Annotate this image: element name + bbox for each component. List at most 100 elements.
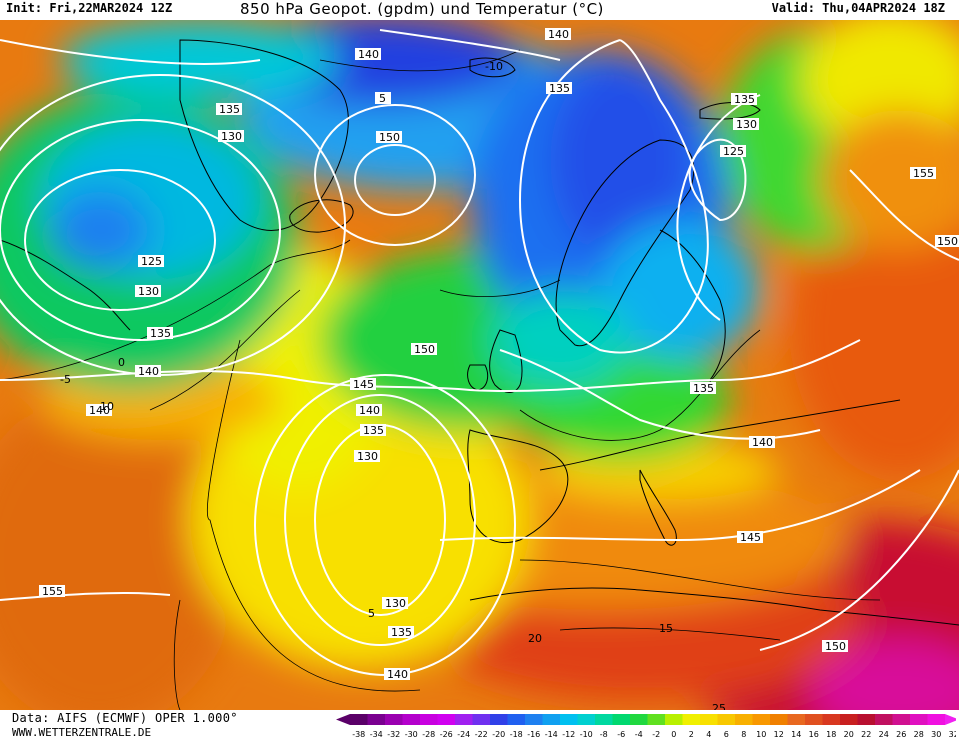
temp-label: 0 (118, 356, 125, 369)
scale-swatch (630, 714, 648, 725)
svg-text:125: 125 (723, 145, 744, 158)
height-label: 140 (545, 28, 571, 41)
svg-text:130: 130 (385, 597, 406, 610)
weather-map: 140 140 135 135 130 5 150 145 135 130 12… (0, 20, 959, 710)
svg-text:5: 5 (379, 92, 386, 105)
height-label: 140 (135, 365, 161, 378)
height-label: 135 (731, 93, 757, 106)
svg-text:140: 140 (548, 28, 569, 41)
scale-swatch (787, 714, 805, 725)
temp-label: -5 (60, 373, 71, 386)
scale-swatch (542, 714, 560, 725)
scale-tick-label: -28 (422, 730, 435, 739)
scale-tick-label: 14 (791, 730, 801, 739)
scale-swatch (577, 714, 595, 725)
scale-swatch (770, 714, 788, 725)
scale-tick-label: -32 (387, 730, 400, 739)
svg-text:150: 150 (937, 235, 958, 248)
scale-tick-label: 6 (724, 730, 729, 739)
scale-swatch (455, 714, 473, 725)
svg-text:140: 140 (89, 404, 110, 417)
height-label: 140 (384, 668, 410, 681)
scale-tick-label: -22 (475, 730, 488, 739)
scale-tick-label: -2 (652, 730, 660, 739)
temp-label: 25 (712, 702, 726, 710)
scale-swatch (490, 714, 508, 725)
height-label: 150 (822, 640, 848, 653)
scale-tick-label: -6 (617, 730, 625, 739)
map-title: 850 hPa Geopot. (gpdm) und Temperatur (°… (240, 0, 604, 18)
svg-text:140: 140 (138, 365, 159, 378)
height-label: 130 (135, 285, 161, 298)
svg-text:140: 140 (752, 436, 773, 449)
scale-tick-label: 12 (774, 730, 784, 739)
svg-text:130: 130 (357, 450, 378, 463)
isohypses (0, 29, 959, 676)
scale-swatch (717, 714, 735, 725)
scale-tick-label: 4 (706, 730, 711, 739)
scale-swatch (805, 714, 823, 725)
scale-tick-label: -14 (545, 730, 558, 739)
scale-tick-label: -34 (370, 730, 383, 739)
scale-tick-label: 24 (879, 730, 889, 739)
scale-tick-label: -30 (405, 730, 418, 739)
scale-tick-label: 0 (671, 730, 676, 739)
height-label: 150 (376, 131, 402, 144)
chart-footer: Data: AIFS (ECMWF) OPER 1.000° WWW.WETTE… (0, 710, 959, 741)
height-label: 145 (737, 531, 763, 544)
scale-tick-label: 32 (949, 730, 956, 739)
height-label: 135 (216, 103, 242, 116)
scale-swatch (525, 714, 543, 725)
height-label: 130 (733, 118, 759, 131)
valid-time: Valid: Thu,04APR2024 18Z (771, 1, 945, 15)
height-label: 5 (375, 92, 391, 105)
scale-tick-label: -26 (440, 730, 453, 739)
height-label: 135 (388, 626, 414, 639)
scale-swatch (892, 714, 910, 725)
data-source: Data: AIFS (ECMWF) OPER 1.000° (12, 711, 238, 725)
temperature-labels: -10 -5 0 5 10 15 20 25 (60, 60, 726, 710)
height-label: 155 (910, 167, 936, 180)
svg-text:140: 140 (387, 668, 408, 681)
temp-label: 15 (659, 622, 673, 635)
scale-tick-label: -38 (352, 730, 365, 739)
website-url: WWW.WETTERZENTRALE.DE (12, 726, 152, 739)
height-label: 130 (218, 130, 244, 143)
height-label: 125 (138, 255, 164, 268)
init-time: Init: Fri,22MAR2024 12Z (6, 1, 173, 15)
scale-tick-label: 8 (741, 730, 746, 739)
scale-tick-label: 2 (689, 730, 694, 739)
scale-swatch (472, 714, 490, 725)
scale-tick-label: 18 (826, 730, 836, 739)
scale-swatch (367, 714, 385, 725)
scale-swatch (350, 714, 368, 725)
svg-text:135: 135 (391, 626, 412, 639)
scale-swatch (910, 714, 928, 725)
scale-tick-label: -18 (510, 730, 523, 739)
height-label: 150 (935, 235, 959, 248)
svg-text:150: 150 (825, 640, 846, 653)
height-label: 130 (382, 597, 408, 610)
temp-label: -10 (485, 60, 503, 73)
height-label: 155 (39, 585, 65, 598)
scale-swatch (822, 714, 840, 725)
height-label: 140 (86, 404, 112, 417)
svg-text:130: 130 (221, 130, 242, 143)
height-label: 150 (411, 343, 437, 356)
scale-swatch (385, 714, 403, 725)
scale-swatch (437, 714, 455, 725)
temp-label: 5 (368, 607, 375, 620)
height-label: 140 (749, 436, 775, 449)
temp-label: 10 (100, 400, 114, 413)
svg-text:135: 135 (219, 103, 240, 116)
scale-tick-label: 22 (861, 730, 871, 739)
scale-swatch (665, 714, 683, 725)
height-label: 135 (690, 382, 716, 395)
svg-text:135: 135 (734, 93, 755, 106)
scale-tick-label: 28 (914, 730, 924, 739)
scale-tick-label: 10 (756, 730, 766, 739)
height-label: 135 (546, 82, 572, 95)
height-label: 125 (720, 145, 746, 158)
scale-swatch (402, 714, 420, 725)
scale-tick-label: -4 (635, 730, 643, 739)
